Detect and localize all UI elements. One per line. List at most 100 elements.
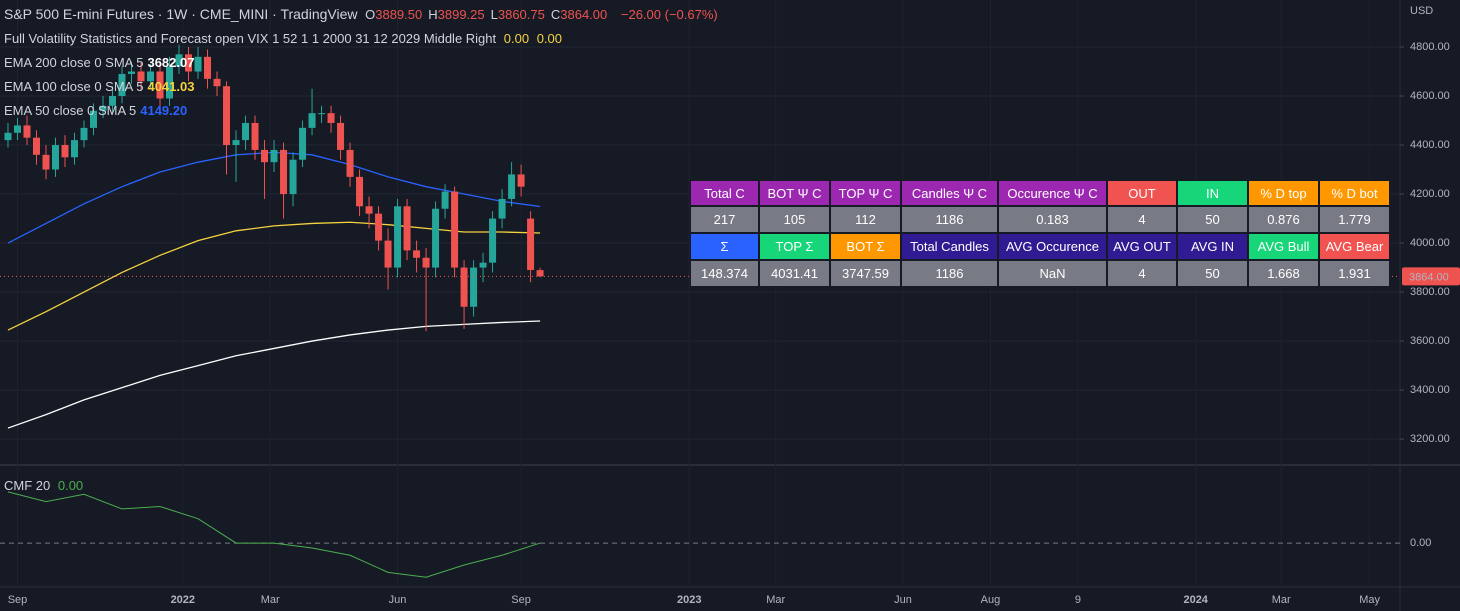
indicator-value: 0.00 [536,31,563,46]
table-header: Σ [690,233,759,260]
x-tick-label: Sep [8,594,28,606]
table-header: Total Candles [901,233,998,260]
candle-body [527,218,535,271]
table-header: AVG OUT [1107,233,1177,260]
last-price-label: 3864.00 [1409,271,1449,283]
candle-body [346,149,354,177]
indicator-name: Full Volatility Statistics and Forecast … [4,31,497,46]
y-tick-label: 4800.00 [1410,41,1450,53]
table-value: 1186 [901,260,998,287]
table-header: BOT Ψ C [759,180,830,206]
candle-body [175,54,183,67]
ohlc-prefix: C [550,7,561,22]
table-header: % D bot [1319,180,1390,206]
table-header: Occurence Ψ C [998,180,1107,206]
candle-body [394,206,402,268]
candle-body [365,206,373,214]
candle-body [51,145,59,170]
candle-body [460,267,468,307]
table-header: Candles Ψ C [901,180,998,206]
candle-body [137,71,145,82]
x-tick-label: Jun [389,594,407,606]
candle-body [99,105,107,111]
cmf-value: 0.00 [57,478,84,493]
ohlc-value: 3864.00 [560,7,608,22]
candle-body [213,78,221,87]
candle-body [223,86,231,146]
candle-body [147,71,155,82]
cmf-tick-label: 0.00 [1410,537,1431,549]
table-header: AVG Bull [1248,233,1319,260]
x-tick-label: Mar [1272,594,1291,606]
x-tick-label: Jun [894,594,912,606]
candle-body [489,218,497,263]
indicator-legend: Full Volatility Statistics and Forecast … [4,31,566,46]
table-value: 105 [759,206,830,233]
table-value: 1.668 [1248,260,1319,287]
table-value: NaN [998,260,1107,287]
candle-body [261,149,269,163]
series-value: 4041.03 [147,79,195,94]
table-value: 50 [1177,260,1248,287]
ema-line [7,320,541,429]
table-header: BOT Σ [830,233,901,260]
series-value: 4149.20 [140,103,188,118]
candle-body [318,113,326,115]
table-value: 3747.59 [830,260,901,287]
y-tick-label: 4200.00 [1410,188,1450,200]
candle-body [80,127,88,141]
x-tick-label: Mar [766,594,785,606]
table-header: IN [1177,180,1248,206]
candle-body [470,267,478,307]
ohlc-value: 3889.50 [375,7,423,22]
candle-body [185,54,193,72]
candle-body [337,122,345,150]
x-tick-label: 2023 [677,594,701,606]
table-header: AVG IN [1177,233,1248,260]
table-header: AVG Occurence [998,233,1107,260]
y-tick-label: 3800.00 [1410,286,1450,298]
change: −26.00 (−0.67%) [620,7,718,22]
series-legend: EMA 50 close 0 SMA 5 4149.20 [4,103,191,118]
candle-body [479,262,487,268]
candle-body [422,257,430,268]
x-tick-label: 2022 [171,594,195,606]
candle-body [432,208,440,268]
candle-body [280,149,288,195]
main-legend: S&P 500 E-mini Futures · 1W · CME_MINI ·… [4,6,722,22]
table-header: Total C [690,180,759,206]
last-price-tag [1402,267,1460,286]
candle-body [4,132,12,141]
candle-body [23,125,31,138]
candle-body [403,206,411,251]
table-header: OUT [1107,180,1177,206]
indicator-value: 0.00 [503,31,530,46]
candle-body [118,73,126,97]
ohlc-value: 3899.25 [437,7,485,22]
candle-body [109,96,117,106]
x-tick-label: Aug [981,594,1001,606]
table-value: 0.876 [1248,206,1319,233]
ohlc: O3889.50 H3899.25 L3860.75 C3864.00 [365,7,613,22]
series-name: EMA 50 close 0 SMA 5 [4,103,137,118]
y-tick-label: 3600.00 [1410,335,1450,347]
candle-body [70,140,78,158]
candle-body [441,191,449,209]
candle-body [194,56,202,72]
candle-body [308,113,316,128]
table-value: 217 [690,206,759,233]
candle-body [242,122,250,141]
table-value: 4 [1107,260,1177,287]
y-tick-label: 4000.00 [1410,237,1450,249]
y-tick-label: 4400.00 [1410,139,1450,151]
candle-body [508,174,516,199]
candle-body [536,270,544,277]
y-tick-label: 3400.00 [1410,384,1450,396]
candle-body [89,110,97,128]
y-tick-label: 3200.00 [1410,433,1450,445]
table-value: 1.931 [1319,260,1390,287]
candle-body [42,154,50,170]
ohlc-prefix: O [365,7,376,22]
table-value: 50 [1177,206,1248,233]
